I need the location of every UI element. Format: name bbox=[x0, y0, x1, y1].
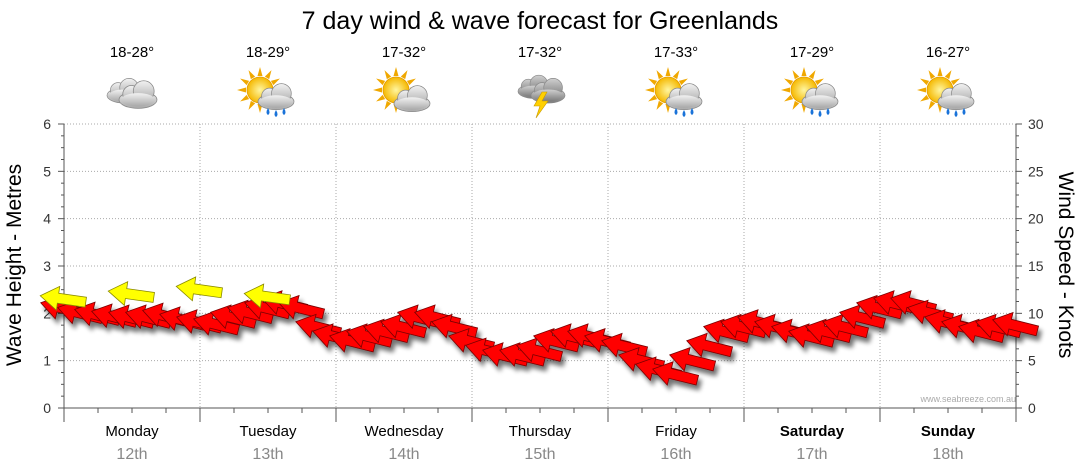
sun-cloud-showers-icon bbox=[781, 67, 839, 117]
wind-arrow bbox=[669, 346, 717, 372]
wave-arrow bbox=[243, 283, 291, 309]
day-date-label: 18th bbox=[932, 446, 963, 463]
left-axis-title: Wave Height - Metres bbox=[3, 164, 26, 366]
temperature-label: 16-27° bbox=[926, 44, 970, 61]
wave-arrow bbox=[107, 280, 155, 307]
left-tick-label: 1 bbox=[43, 353, 51, 369]
right-tick-label: 5 bbox=[1028, 353, 1036, 369]
wind-arrow bbox=[652, 361, 700, 386]
day-date-label: 15th bbox=[524, 446, 555, 463]
rain-drop bbox=[266, 108, 270, 115]
rain-drop bbox=[810, 108, 814, 115]
storm-icon bbox=[517, 74, 566, 119]
temperature-label: 18-29° bbox=[246, 44, 290, 61]
right-axis-title: Wind Speed - Knots bbox=[1054, 172, 1077, 359]
day-name-label: Friday bbox=[655, 423, 697, 440]
wind-arrow bbox=[992, 311, 1040, 337]
cloud-shape bbox=[118, 80, 158, 109]
left-tick-label: 6 bbox=[43, 116, 51, 132]
rain-drop bbox=[682, 110, 686, 117]
cloud-shape bbox=[530, 78, 566, 104]
sun-cloud-showers-icon bbox=[917, 67, 975, 117]
chart-title: 7 day wind & wave forecast for Greenland… bbox=[302, 7, 779, 35]
right-tick-label: 25 bbox=[1028, 163, 1044, 179]
day-name-label: Wednesday bbox=[365, 423, 444, 440]
right-tick-label: 20 bbox=[1028, 211, 1044, 227]
right-tick-label: 10 bbox=[1028, 305, 1044, 321]
day-date-label: 16th bbox=[660, 446, 691, 463]
sun-cloud-showers-icon bbox=[237, 67, 295, 117]
temperature-label: 17-32° bbox=[382, 44, 426, 61]
temperature-label: 17-32° bbox=[518, 44, 562, 61]
day-name-label: Sunday bbox=[921, 423, 976, 440]
rain-drop bbox=[954, 110, 958, 117]
left-tick-label: 3 bbox=[43, 258, 51, 274]
lightning-bolt bbox=[533, 91, 549, 119]
rain-drop bbox=[946, 108, 950, 115]
sun-cloud-showers-icon bbox=[645, 67, 703, 117]
rain-drop bbox=[690, 108, 694, 115]
right-tick-label: 0 bbox=[1028, 400, 1036, 416]
wind-arrow bbox=[686, 332, 734, 358]
day-date-label: 14th bbox=[388, 446, 419, 463]
day-name-label: Saturday bbox=[780, 423, 845, 440]
cloud-shape bbox=[665, 83, 703, 111]
right-tick-label: 15 bbox=[1028, 258, 1044, 274]
cloud-shape bbox=[393, 85, 431, 113]
rain-drop bbox=[674, 108, 678, 115]
cloud-shape bbox=[257, 83, 295, 111]
wind-arrow bbox=[278, 294, 326, 320]
rain-drop bbox=[282, 108, 286, 115]
cloud-shape bbox=[801, 83, 839, 111]
cloud-shape bbox=[937, 83, 975, 111]
day-name-label: Tuesday bbox=[240, 423, 297, 440]
cloudy-icon bbox=[106, 78, 158, 109]
wave-arrow bbox=[39, 285, 87, 311]
left-tick-label: 4 bbox=[43, 211, 51, 227]
rain-drop bbox=[274, 110, 278, 117]
left-tick-label: 2 bbox=[43, 305, 51, 321]
day-date-label: 12th bbox=[116, 446, 147, 463]
day-name-label: Thursday bbox=[509, 423, 572, 440]
left-tick-label: 0 bbox=[43, 400, 51, 416]
day-date-label: 17th bbox=[796, 446, 827, 463]
sun-cloud-icon bbox=[373, 67, 431, 113]
rain-drop bbox=[818, 110, 822, 117]
rain-drop bbox=[962, 108, 966, 115]
credit-text: www.seabreeze.com.au bbox=[919, 394, 1016, 404]
left-tick-label: 5 bbox=[43, 163, 51, 179]
day-name-label: Monday bbox=[105, 423, 159, 440]
temperature-label: 17-33° bbox=[654, 44, 698, 61]
temperature-label: 18-28° bbox=[110, 44, 154, 61]
rain-drop bbox=[826, 108, 830, 115]
wave-arrow bbox=[175, 276, 223, 302]
temperature-label: 17-29° bbox=[790, 44, 834, 61]
day-date-label: 13th bbox=[252, 446, 283, 463]
right-tick-label: 30 bbox=[1028, 116, 1044, 132]
